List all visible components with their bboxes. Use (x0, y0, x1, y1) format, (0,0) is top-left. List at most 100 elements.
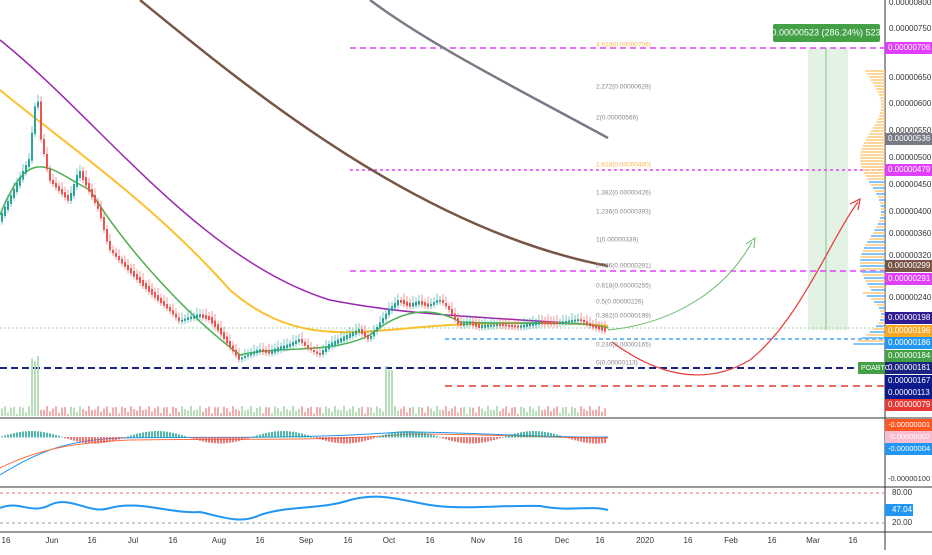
volume-profile (877, 118, 885, 120)
macd-histogram (145, 431, 147, 438)
macd-histogram (115, 437, 117, 441)
macd-histogram (139, 433, 141, 438)
volume-profile (880, 106, 885, 108)
macd-histogram (151, 431, 153, 438)
macd-histogram (595, 437, 597, 444)
time-axis-label: Sep (299, 536, 314, 545)
rsi-tag (885, 504, 913, 516)
time-axis-label: Jun (46, 536, 59, 545)
candle-body (436, 300, 438, 303)
candle-body (298, 339, 300, 343)
macd-histogram (355, 437, 357, 443)
volume-bar (97, 406, 99, 416)
candle-body (154, 292, 156, 298)
volume-bar (400, 408, 402, 416)
volume-bar (502, 408, 504, 416)
macd-histogram (421, 432, 423, 438)
macd-histogram (286, 431, 288, 438)
macd-histogram (178, 434, 180, 438)
candle-body (127, 265, 129, 271)
macd-histogram (568, 437, 570, 439)
macd-histogram (109, 437, 111, 442)
candle-body (430, 303, 432, 307)
candle-body (184, 318, 186, 321)
candle-body (478, 323, 480, 328)
volume-bar (544, 409, 546, 416)
macd-histogram (415, 431, 417, 438)
volume-profile (876, 304, 885, 306)
candle-body (490, 324, 492, 327)
volume-profile (873, 328, 885, 330)
volume-bar (577, 412, 579, 416)
macd-histogram (253, 436, 255, 438)
volume-bar (13, 406, 15, 416)
volume-profile (862, 292, 885, 294)
macd-histogram (199, 437, 201, 441)
macd-histogram (430, 434, 432, 438)
volume-bar (418, 406, 420, 416)
candle-body (571, 320, 573, 323)
volume-profile (863, 247, 885, 249)
fib-level-label: 1.382(0.00000426) (596, 190, 651, 197)
macd-histogram (457, 437, 459, 443)
macd-histogram (70, 437, 72, 440)
macd-histogram (499, 437, 501, 439)
macd-histogram (85, 437, 87, 443)
macd-histogram (202, 437, 204, 442)
macd-histogram (37, 431, 39, 438)
fib-level-label: 4.618(0.00000706) (596, 42, 651, 49)
volume-bar (235, 409, 237, 416)
volume-bar (358, 407, 360, 416)
price-tag (885, 362, 932, 374)
volume-profile (860, 256, 885, 258)
volume-profile (879, 97, 885, 99)
candle-body (481, 324, 483, 328)
volume-profile (880, 112, 885, 114)
volume-bar (217, 407, 219, 416)
volume-profile (860, 265, 885, 267)
macd-axis-label: -0.00000004 (888, 444, 930, 453)
volume-profile (879, 319, 885, 321)
candle-body (295, 340, 297, 344)
volume-profile (877, 91, 885, 93)
volume-profile (861, 337, 885, 339)
macd-histogram (481, 437, 483, 443)
volume-bar (70, 406, 72, 416)
candle-body (13, 189, 15, 198)
macd-histogram (565, 437, 567, 438)
macd-histogram (448, 437, 450, 441)
volume-profile (873, 301, 885, 303)
volume-bar (514, 406, 516, 416)
volume-profile (862, 145, 885, 147)
price-tag (885, 312, 932, 324)
candle-body (301, 339, 303, 344)
candle-body (16, 183, 18, 192)
candle-body (559, 321, 561, 325)
volume-bar (19, 406, 21, 416)
candle-body (400, 300, 402, 303)
candle-body (190, 316, 192, 320)
volume-bar (421, 407, 423, 416)
macd-histogram (295, 432, 297, 438)
candle-body (187, 317, 189, 321)
macd-histogram (133, 434, 135, 438)
candle-body (43, 139, 45, 155)
price-tag (885, 375, 932, 387)
macd-histogram (61, 436, 63, 438)
volume-bar (373, 412, 375, 416)
volume-bar (28, 406, 30, 416)
volume-bar (256, 408, 258, 416)
price-axis-label: 0.00000240 (889, 293, 932, 302)
volume-bar (88, 406, 90, 416)
macd-histogram (181, 435, 183, 438)
macd-histogram (268, 432, 270, 438)
macd-signal (0, 433, 609, 469)
candle-body (403, 300, 405, 305)
volume-bar (265, 407, 267, 416)
volume-bar (166, 407, 168, 416)
candle-body (91, 189, 93, 198)
macd-histogram (79, 437, 81, 443)
macd-histogram (49, 433, 51, 438)
volume-bar (259, 406, 261, 416)
volume-bar (379, 408, 381, 416)
